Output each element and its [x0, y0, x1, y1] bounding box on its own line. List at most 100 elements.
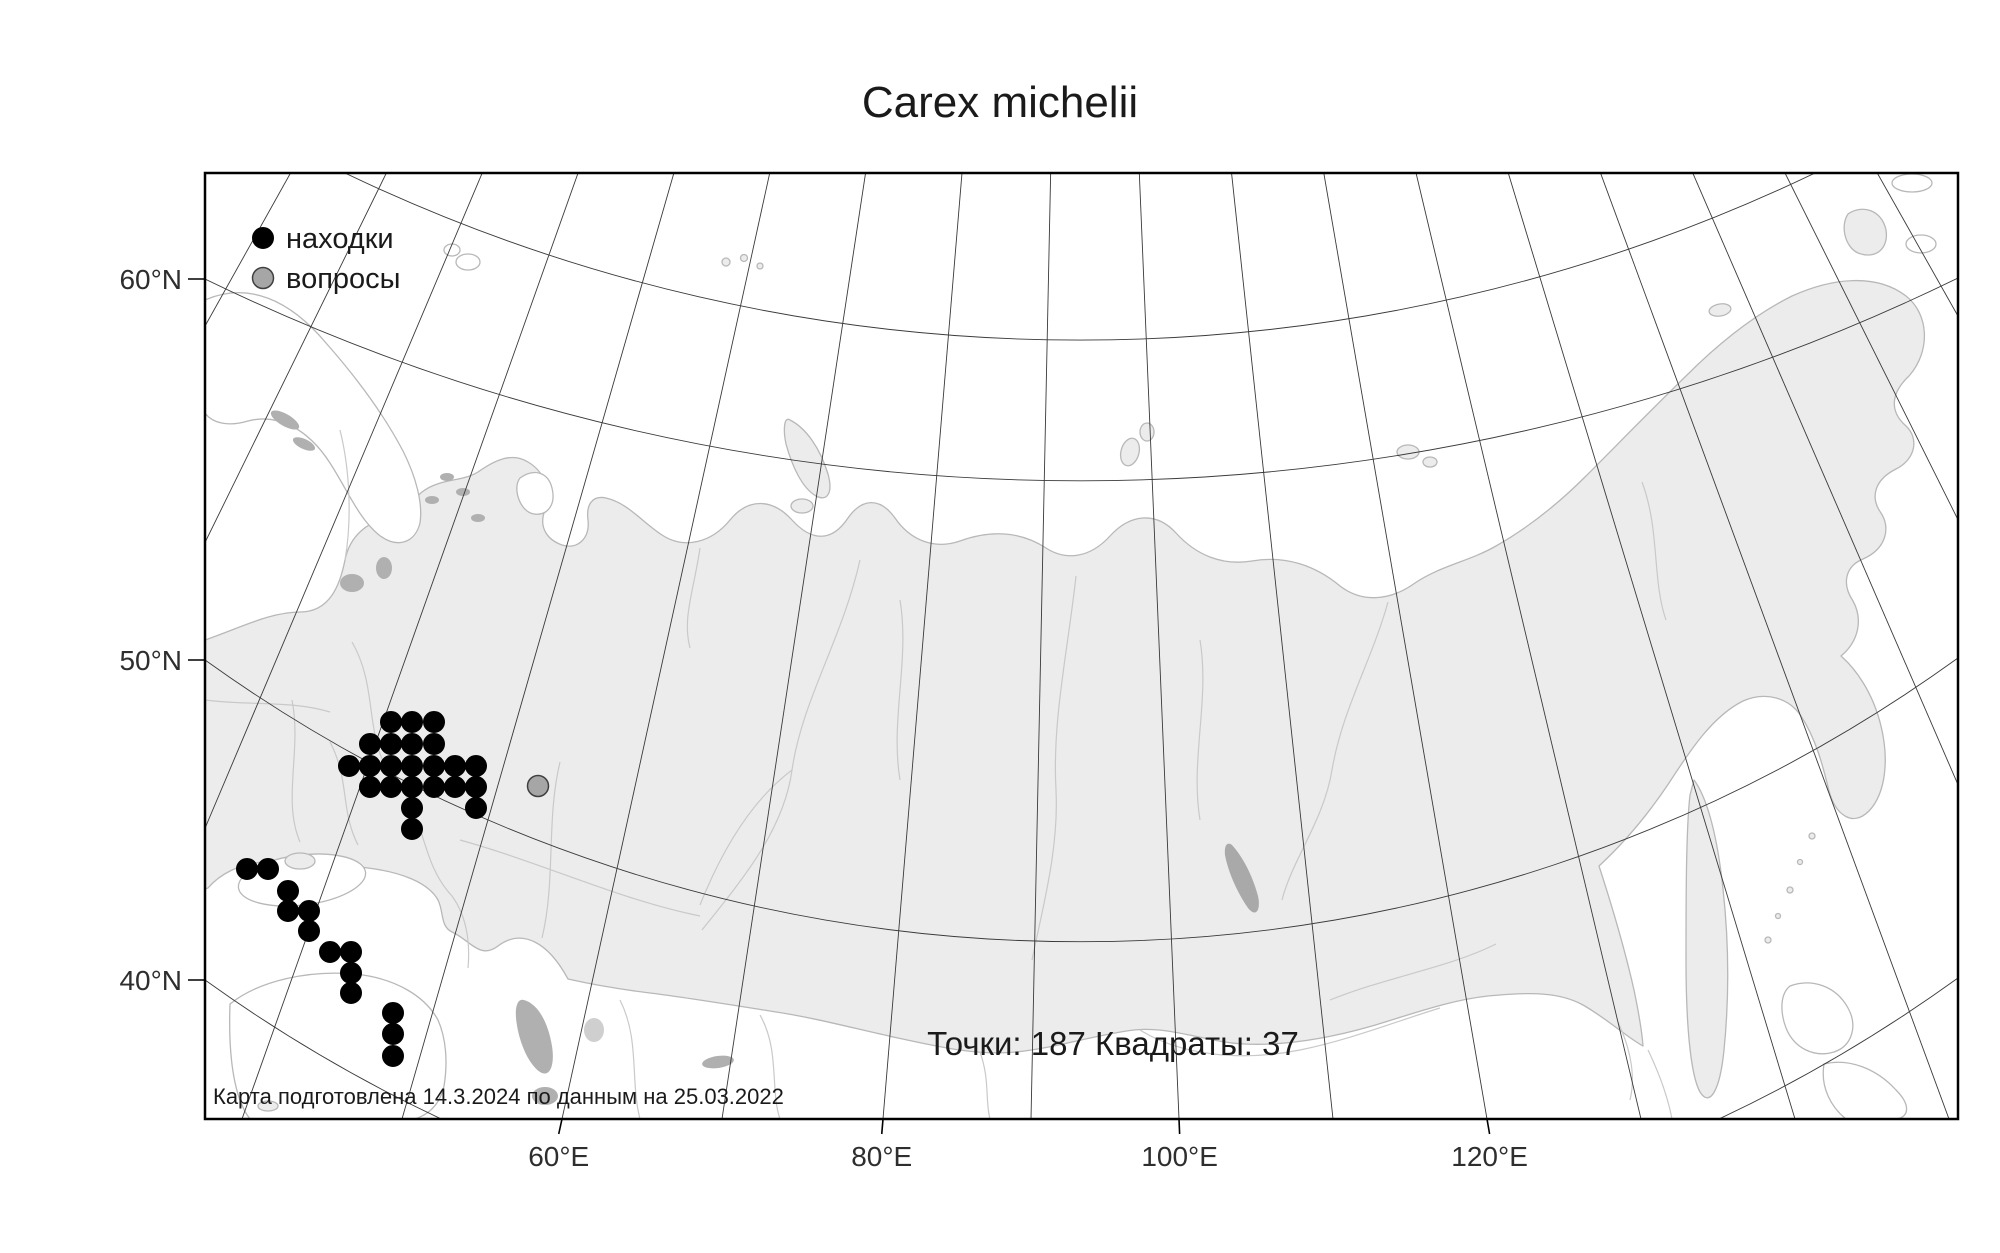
plot-frame: [203, 171, 1960, 1121]
honshu-outline: [1822, 1061, 1908, 1118]
lon-tick-label: 100°E: [1141, 1141, 1218, 1172]
meridian-line: [1323, 174, 1488, 1118]
landmass-layer: [206, 174, 1937, 1118]
finding-dot: [423, 733, 445, 755]
river-border-line: [1139, 1007, 1441, 1057]
meridian-line: [882, 174, 963, 1118]
lake-balkhash: [702, 1055, 734, 1069]
cyprus-island: [257, 1100, 279, 1112]
finding-dot: [380, 755, 402, 777]
findings-dots-layer: [236, 711, 487, 1067]
caspian-south: [532, 1087, 558, 1105]
questions-dots-layer: [526, 774, 550, 798]
map-canvas: [206, 174, 1957, 1118]
finding-dot: [465, 776, 487, 798]
franz-josef-island: [739, 253, 749, 263]
finding-dot: [380, 733, 402, 755]
severnaya-zemlya-2: [1139, 422, 1155, 442]
finding-dot: [444, 776, 466, 798]
meridian-line: [206, 174, 291, 326]
parallel-50n: [206, 658, 1957, 943]
meridian-line: [206, 174, 483, 828]
river-border-line: [701, 559, 861, 931]
lat-tick-label: 60°N: [119, 264, 182, 295]
river-border-line: [329, 741, 359, 846]
lake-onega: [376, 557, 392, 579]
lat-tick-label: 40°N: [119, 965, 182, 996]
finnish-lake: [456, 488, 470, 496]
meridian-line: [1415, 174, 1642, 1118]
finding-dot: [298, 920, 320, 942]
new-siberian-island-2: [1422, 456, 1438, 468]
scandinavia-outline: [206, 292, 422, 544]
river-border-line: [896, 599, 904, 781]
finding-dot: [338, 755, 360, 777]
river-border-line: [1641, 481, 1667, 621]
crimea: [284, 852, 316, 870]
finding-dot: [257, 858, 279, 880]
finding-dot: [401, 818, 423, 840]
white-sea: [516, 471, 554, 515]
lon-tick-label: 60°E: [528, 1141, 589, 1172]
lake-ladoga: [340, 574, 364, 592]
river-border-line: [1617, 1021, 1633, 1101]
finnish-lake: [440, 473, 454, 481]
arctic-island-outline: [1891, 174, 1933, 193]
severnaya-zemlya: [1119, 437, 1141, 467]
lake-baikal: [1224, 843, 1259, 913]
lon-tick: [1178, 1118, 1181, 1135]
finding-dot: [423, 776, 445, 798]
finding-dot: [340, 941, 362, 963]
kuril-island: [1796, 858, 1804, 866]
page-title: Carex michelii: [862, 78, 1138, 127]
finding-dot: [359, 755, 381, 777]
lon-tick: [557, 1118, 563, 1135]
lon-tick: [1486, 1118, 1491, 1135]
finding-dot: [465, 755, 487, 777]
meridian-line: [401, 174, 675, 1118]
lat-tick-label: 50°N: [119, 645, 182, 676]
finding-dot: [380, 776, 402, 798]
finding-dot: [444, 755, 466, 777]
meridian-line: [1877, 174, 1957, 316]
meridian-line: [1231, 174, 1334, 1118]
finding-dot: [382, 1023, 404, 1045]
question-dot: [526, 774, 550, 798]
caspian-sea: [515, 999, 553, 1074]
franz-josef-island: [756, 262, 764, 270]
river-border-line: [759, 1014, 781, 1118]
meridian-line: [1600, 174, 1950, 1118]
kuril-island: [1774, 912, 1782, 920]
lon-tick-label: 120°E: [1451, 1141, 1528, 1172]
river-border-line: [979, 1051, 991, 1118]
finnish-lake: [425, 496, 439, 504]
meridian-line: [241, 174, 579, 1118]
novaya-zemlya: [783, 418, 831, 499]
russia-landmass: [206, 279, 1926, 1054]
river-border-line: [541, 761, 561, 939]
svalbard-island-2: [443, 243, 461, 257]
swedish-lake: [270, 410, 300, 430]
hokkaido-outline: [1781, 982, 1854, 1055]
finding-dot: [340, 962, 362, 984]
questions-legend-dot-icon: [251, 266, 275, 290]
vaygach-island: [790, 498, 814, 514]
kuril-island: [1764, 936, 1772, 944]
meridian-line: [561, 174, 770, 1118]
finding-dot: [465, 797, 487, 819]
meridian-line: [1784, 174, 1957, 519]
finding-dot: [401, 733, 423, 755]
finding-dot: [401, 776, 423, 798]
finding-dot: [382, 1045, 404, 1067]
river-border-line: [699, 769, 793, 906]
finding-dot: [380, 711, 402, 733]
lon-tick: [880, 1118, 884, 1135]
parallel-60n: [206, 277, 1957, 482]
river-border-line: [1196, 639, 1204, 821]
finding-dot: [401, 797, 423, 819]
franz-josef-island: [721, 257, 731, 267]
finding-dot: [423, 711, 445, 733]
kuril-island: [1786, 886, 1794, 894]
bering-island-outline: [1905, 234, 1937, 254]
